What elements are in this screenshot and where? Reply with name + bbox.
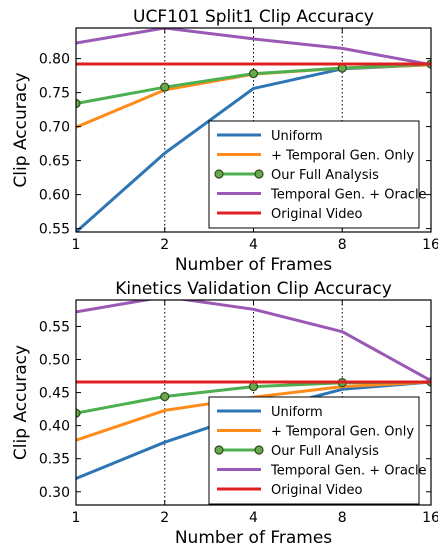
y-tick-label: 0.45 xyxy=(39,386,70,402)
legend-label: Uniform xyxy=(271,405,323,420)
y-tick-label: 0.70 xyxy=(39,120,70,136)
y-axis-label: Clip Accuracy xyxy=(11,345,31,460)
chart-title: Kinetics Validation Clip Accuracy xyxy=(115,279,392,299)
x-tick-label: 4 xyxy=(249,237,258,253)
legend-marker xyxy=(254,169,264,179)
legend-label: Uniform xyxy=(271,129,323,144)
x-tick-label: 4 xyxy=(249,510,258,526)
series-point xyxy=(160,82,170,92)
x-tick-label: 16 xyxy=(422,510,438,526)
x-tick-label: 8 xyxy=(338,237,347,253)
series-point xyxy=(76,98,81,109)
series-point xyxy=(248,68,259,79)
series-point xyxy=(76,408,81,418)
legend-label: Our Full Analysis xyxy=(271,444,379,459)
series-point xyxy=(160,391,170,402)
legend: Uniform + Temporal Gen. Only Our Full Anal… xyxy=(208,396,427,505)
series-point xyxy=(248,382,259,392)
y-axis-label: Clip Accuracy xyxy=(11,72,31,187)
legend-marker xyxy=(214,169,224,179)
plot-area xyxy=(76,28,431,232)
y-tick-label: 0.55 xyxy=(39,222,70,238)
y-tick-label: 0.50 xyxy=(39,353,70,369)
y-tick-label: 0.35 xyxy=(39,452,70,468)
y-tick-label: 0.60 xyxy=(39,188,70,204)
y-tick-label: 0.65 xyxy=(39,154,70,170)
chart-2: 1 2 4 8 16 0.30 0.35 0.40 0.45 0.50 0.55 Kinetics V… xyxy=(11,279,438,548)
chart-1: 1 2 4 8 16 0.55 0.60 0.65 0.70 0.75 0.80 UCF101 Spl… xyxy=(11,7,438,275)
legend-label: Our Full Analysis xyxy=(271,168,379,183)
x-axis-label: Number of Frames xyxy=(175,255,332,275)
x-tick-label: 2 xyxy=(160,237,169,253)
y-tick-label: 0.40 xyxy=(39,419,70,435)
x-axis-label: Number of Frames xyxy=(175,528,332,548)
x-tick-label: 1 xyxy=(72,510,81,526)
x-tick-label: 1 xyxy=(72,237,81,253)
series-line-4 xyxy=(76,28,431,67)
legend: Uniform + Temporal Gen. Only Our Full Anal… xyxy=(208,120,427,229)
legend-label: Temporal Gen. + Oracle xyxy=(270,188,427,203)
legend-marker xyxy=(254,445,264,455)
y-tick-label: 0.80 xyxy=(39,52,70,68)
legend-marker xyxy=(214,445,224,455)
y-tick-label: 0.75 xyxy=(39,86,70,102)
x-tick-label: 8 xyxy=(338,510,347,526)
chart-title: UCF101 Split1 Clip Accuracy xyxy=(133,7,374,27)
legend-label: Original Video xyxy=(271,207,362,222)
y-tick-label: 0.55 xyxy=(39,319,70,335)
x-tick-label: 16 xyxy=(422,237,438,253)
series-line-4 xyxy=(76,300,431,383)
legend-label: + Temporal Gen. Only xyxy=(271,149,414,164)
x-tick-label: 2 xyxy=(160,510,169,526)
legend-label: Temporal Gen. + Oracle xyxy=(270,464,427,479)
y-tick-label: 0.30 xyxy=(39,485,70,501)
legend-label: + Temporal Gen. Only xyxy=(271,425,414,440)
legend-label: Original Video xyxy=(271,483,362,498)
